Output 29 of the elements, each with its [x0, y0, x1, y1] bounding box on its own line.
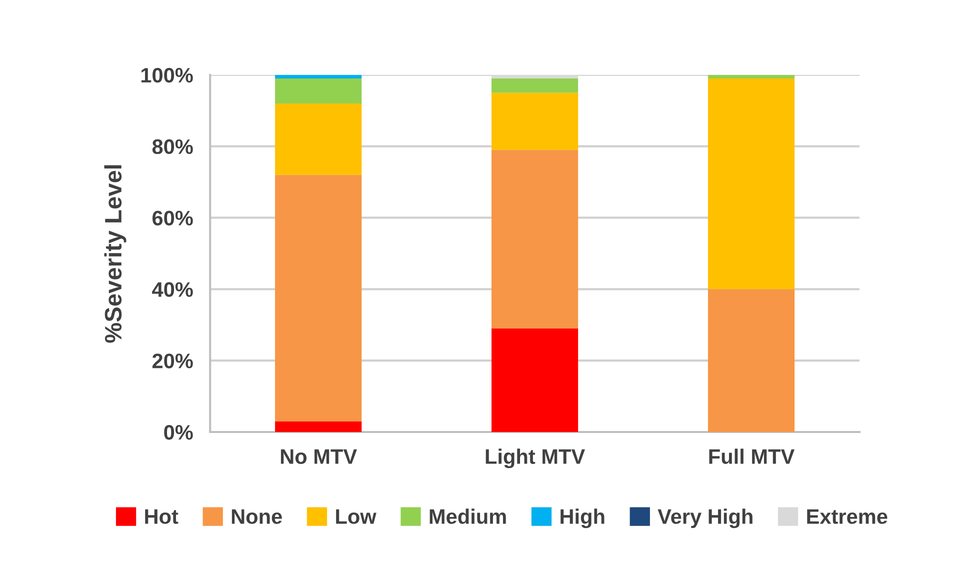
bar	[275, 74, 362, 78]
legend-label: Medium	[430, 508, 506, 524]
y-tick-label: 80%	[152, 139, 193, 154]
y-tick-label: 0%	[164, 425, 193, 440]
legend-label: Extreme	[807, 509, 888, 524]
bar	[275, 421, 362, 432]
bar	[492, 328, 578, 432]
y-tick-label: 40%	[152, 282, 193, 297]
legend-label: Very High	[658, 508, 752, 528]
legend-label: Hot	[145, 509, 178, 524]
bar	[708, 289, 795, 432]
bar	[708, 78, 795, 290]
x-tick-label: Light MTV	[486, 448, 585, 468]
legend-label: High	[560, 508, 604, 528]
y-tick-label: 60%	[152, 210, 193, 226]
x-tick-label: Full MTV	[709, 448, 795, 464]
legend-label: Low	[336, 509, 376, 524]
y-tick-label: 20%	[152, 354, 193, 368]
bar	[492, 92, 578, 150]
x-tick-label: No MTV	[280, 449, 357, 464]
bar	[275, 78, 362, 104]
y-axis-title: %Severity Level	[104, 165, 126, 343]
bar	[275, 174, 362, 422]
bar	[708, 74, 795, 78]
bar	[492, 150, 578, 328]
bar	[492, 78, 578, 93]
legend-label: None	[232, 509, 282, 524]
bar	[275, 103, 362, 175]
y-tick-label: 100%	[141, 68, 193, 83]
